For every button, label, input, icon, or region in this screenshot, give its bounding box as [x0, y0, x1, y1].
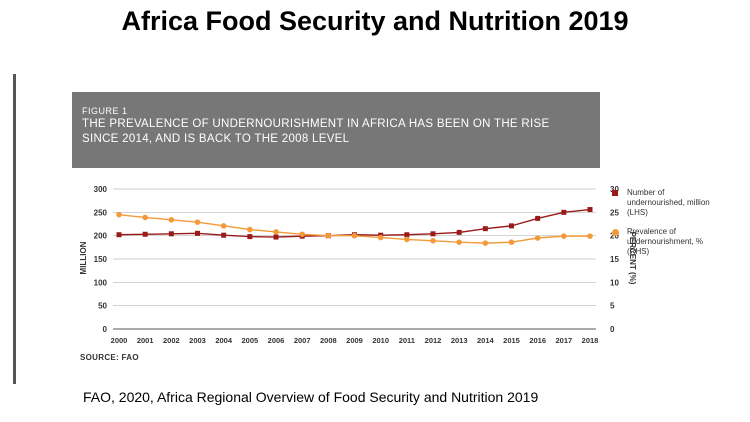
y-left-tick-label: 150: [94, 255, 108, 264]
point-rhs: [534, 235, 541, 241]
y-right-tick-label: 15: [610, 255, 619, 264]
y-axis-left-label: MILLION: [79, 241, 88, 274]
x-tick-label: 2004: [215, 336, 233, 345]
x-tick-label: 2006: [268, 336, 285, 345]
y-right-tick-label: 25: [610, 208, 619, 217]
x-tick-label: 2000: [111, 336, 128, 345]
legend-item-lhs: Number of undernourished, million (LHS): [612, 188, 742, 218]
point-lhs: [404, 232, 410, 238]
y-left-tick-label: 0: [103, 325, 108, 334]
y-axis-right-label: PERCENT (%): [628, 232, 637, 285]
point-rhs: [194, 219, 201, 225]
legend-item-rhs: Prevalence of undernourishment, % (RHS): [612, 227, 742, 257]
point-rhs: [168, 217, 175, 223]
point-lhs: [482, 226, 488, 232]
source-note: SOURCE: FAO: [80, 353, 139, 362]
point-lhs: [561, 209, 567, 215]
point-lhs: [456, 229, 462, 235]
y-right-ticks: 0 5 10 15 20 25 30: [610, 185, 619, 334]
point-rhs: [404, 236, 410, 243]
y-right-tick-label: 5: [610, 302, 615, 311]
y-left-ticks: 0 50 100 150 200 250 300: [94, 185, 108, 334]
x-tick-label: 2002: [163, 336, 180, 345]
series-layer: [116, 207, 593, 246]
point-rhs: [561, 233, 567, 239]
x-ticks: 2000 2001 2002 2003 2004 2005 2006 2007 2008 2009…: [111, 336, 599, 345]
point-rhs: [482, 240, 489, 246]
x-tick-label: 2015: [503, 336, 520, 345]
point-rhs: [142, 214, 148, 221]
figure-title: THE PREVALENCE OF UNDERNOURISHMENT IN AF…: [82, 118, 550, 145]
legend: Number of undernourished, million (LHS) …: [612, 188, 742, 266]
legend-circle-marker: [612, 229, 619, 236]
grid-lines: [113, 188, 596, 330]
y-right-tick-label: 20: [610, 232, 619, 241]
point-rhs: [377, 234, 384, 241]
x-tick-label: 2017: [555, 336, 572, 345]
x-tick-label: 2016: [529, 336, 546, 345]
x-tick-label: 2018: [582, 336, 599, 345]
point-rhs: [587, 233, 593, 239]
y-right-tick-label: 10: [610, 278, 619, 287]
point-lhs: [587, 207, 593, 213]
point-lhs: [247, 234, 253, 240]
y-left-tick-label: 200: [94, 232, 108, 241]
point-rhs: [247, 226, 253, 233]
figure-header: FIGURE 1 THE PREVALENCE OF UNDERNOURISHM…: [72, 92, 600, 168]
x-tick-label: 2009: [346, 336, 363, 345]
point-rhs: [325, 232, 332, 239]
x-tick-label: 2011: [399, 336, 415, 345]
y-left-tick-label: 100: [94, 278, 108, 287]
legend-label-lhs: Number of undernourished, million (LHS): [627, 188, 710, 217]
point-rhs: [430, 238, 436, 244]
point-lhs: [168, 231, 174, 237]
series-line-rhs: [118, 213, 590, 244]
x-tick-label: 2001: [137, 336, 154, 345]
left-border-rule: [13, 74, 16, 384]
y-right-tick-label: 0: [610, 325, 615, 334]
point-lhs: [430, 231, 436, 237]
x-tick-label: 2014: [477, 336, 495, 345]
point-lhs: [273, 234, 279, 240]
point-rhs: [116, 211, 122, 218]
figure-label: FIGURE 1: [82, 106, 128, 116]
point-lhs: [195, 230, 200, 236]
x-tick-label: 2012: [425, 336, 442, 345]
point-lhs: [142, 231, 148, 237]
slide-title: Africa Food Security and Nutrition 2019: [121, 6, 629, 36]
point-rhs: [351, 232, 358, 239]
point-rhs: [456, 239, 462, 245]
point-rhs: [220, 223, 227, 229]
point-rhs: [273, 229, 279, 235]
caption: FAO, 2020, Africa Regional Overview of F…: [83, 389, 539, 405]
point-rhs: [299, 231, 305, 238]
point-lhs: [535, 215, 541, 221]
x-tick-label: 2010: [372, 336, 389, 345]
x-tick-label: 2013: [451, 336, 468, 345]
point-rhs: [508, 239, 515, 245]
x-tick-label: 2005: [241, 336, 258, 345]
y-left-tick-label: 50: [98, 302, 107, 311]
y-left-tick-label: 250: [94, 208, 108, 217]
x-tick-label: 2008: [320, 336, 337, 345]
point-lhs: [509, 223, 514, 229]
x-tick-label: 2003: [189, 336, 206, 345]
point-lhs: [221, 232, 227, 238]
x-tick-label: 2007: [294, 336, 311, 345]
point-lhs: [116, 232, 122, 238]
legend-square-marker: [612, 190, 618, 196]
legend-label-rhs: Prevalence of undernourishment, % (RHS): [627, 227, 704, 256]
y-right-tick-label: 30: [610, 185, 619, 194]
y-left-tick-label: 300: [94, 185, 108, 194]
